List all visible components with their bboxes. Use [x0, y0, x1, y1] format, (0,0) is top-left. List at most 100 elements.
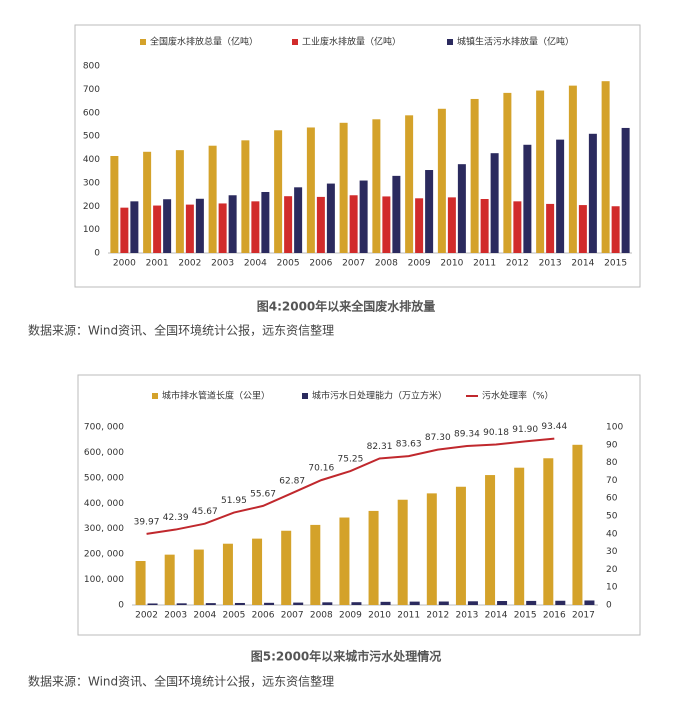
bar [208, 145, 217, 253]
y-tick-label: 0 [94, 249, 100, 259]
x-tick-label: 2012 [426, 611, 449, 621]
bar [457, 164, 466, 253]
x-tick-label: 2003 [164, 611, 187, 621]
bar [164, 554, 175, 605]
x-tick-label: 2001 [146, 259, 169, 269]
bar [368, 510, 379, 605]
y-tick-label: 700, 000 [84, 423, 124, 433]
bar [611, 206, 620, 253]
x-tick-label: 2004 [193, 611, 216, 621]
legend-swatch [292, 39, 298, 45]
x-tick-label: 2010 [368, 611, 391, 621]
bar [601, 81, 610, 253]
bar [485, 475, 496, 605]
legend-swatch [302, 393, 308, 399]
chart-frame [77, 374, 641, 636]
bar [359, 180, 368, 253]
data-label: 70.16 [308, 464, 334, 474]
bar [380, 601, 391, 605]
bar [455, 486, 466, 605]
data-label: 93.44 [541, 422, 567, 432]
x-tick-label: 2002 [135, 611, 158, 621]
bar [409, 601, 420, 605]
bar [556, 139, 565, 253]
bar [339, 122, 348, 254]
y-tick-label: 600, 000 [84, 448, 124, 458]
legend-label: 城镇生活污水排放量（亿吨） [457, 36, 574, 48]
data-label: 89.34 [454, 429, 480, 439]
bar [294, 187, 303, 253]
x-tick-label: 2010 [440, 259, 463, 269]
bar [316, 196, 325, 253]
data-label: 42.39 [163, 513, 189, 523]
y2-tick-label: 50 [606, 512, 618, 522]
bar [415, 198, 424, 253]
y2-tick-label: 0 [606, 601, 612, 611]
y-tick-label: 400, 000 [84, 499, 124, 509]
bar [584, 600, 595, 605]
y-tick-label: 300, 000 [84, 524, 124, 534]
bar [228, 195, 237, 253]
y-tick-label: 400 [83, 155, 100, 165]
x-tick-label: 2004 [244, 259, 267, 269]
bar [281, 530, 292, 605]
x-tick-label: 2000 [113, 259, 136, 269]
bar [130, 201, 139, 253]
y2-tick-label: 30 [606, 547, 618, 557]
bar [470, 98, 479, 254]
y2-tick-label: 10 [606, 583, 618, 593]
y-tick-label: 500, 000 [84, 473, 124, 483]
y-tick-label: 100 [83, 225, 100, 235]
bar [514, 467, 525, 605]
bar [222, 543, 233, 605]
y-tick-label: 0 [118, 601, 124, 611]
bar [175, 150, 184, 253]
bar [234, 602, 245, 605]
bar [578, 205, 587, 253]
y-tick-label: 500 [83, 132, 100, 142]
bar [572, 444, 583, 605]
x-tick-label: 2015 [514, 611, 537, 621]
bar [543, 458, 554, 605]
bar [310, 524, 321, 605]
x-tick-label: 2002 [178, 259, 201, 269]
bar [147, 603, 158, 605]
data-label: 82.31 [367, 442, 393, 452]
bar [195, 198, 204, 253]
bar [588, 133, 597, 253]
data-label: 39.97 [134, 517, 160, 527]
bar [497, 601, 508, 605]
bar [536, 90, 545, 253]
bar [438, 601, 449, 605]
data-label: 87.30 [425, 433, 451, 443]
legend-swatch [152, 393, 158, 399]
bar [306, 127, 315, 253]
bar [274, 130, 283, 253]
bar [135, 561, 146, 605]
x-tick-label: 2014 [485, 611, 508, 621]
bar [437, 108, 446, 254]
bar [349, 195, 358, 253]
data-label: 45.67 [192, 507, 218, 517]
legend-label: 城市污水日处理能力（万立方米） [312, 390, 447, 402]
bar [513, 201, 522, 253]
bar [252, 538, 263, 605]
legend-label: 污水处理率（%） [482, 390, 554, 402]
bar [405, 115, 414, 253]
bar [264, 602, 275, 605]
bar [185, 204, 194, 253]
x-tick-label: 2011 [397, 611, 420, 621]
bar [241, 140, 250, 253]
data-label: 91.90 [512, 425, 538, 435]
x-tick-label: 2007 [281, 611, 304, 621]
bar [120, 207, 129, 253]
legend-label: 全国废水排放总量（亿吨） [150, 36, 258, 48]
bar [425, 170, 434, 253]
data-label: 90.18 [483, 428, 509, 438]
bar [176, 603, 187, 605]
bar [153, 205, 162, 253]
bar [397, 499, 408, 605]
x-tick-label: 2005 [222, 611, 245, 621]
